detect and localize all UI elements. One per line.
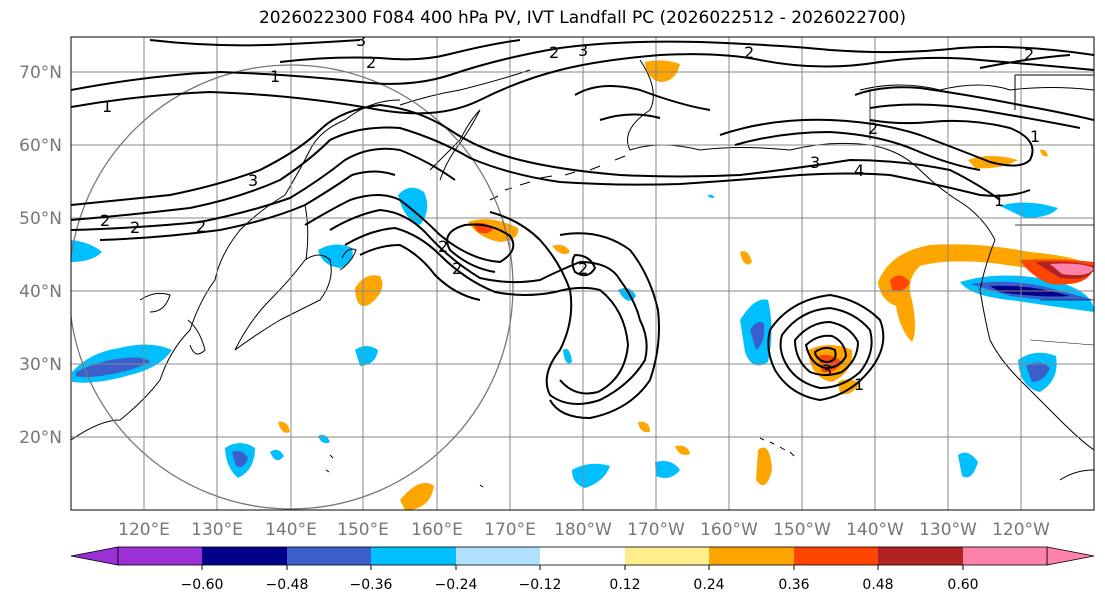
lon-label: 150°W [773, 520, 831, 540]
contour-label: 3 [822, 361, 832, 380]
contour-label: 2 [452, 259, 462, 278]
lat-label: 20°N [19, 428, 62, 448]
colorbar-tick-label: 0.60 [947, 577, 978, 593]
colorbar-segment [963, 547, 1047, 565]
contour-label: 2 [549, 43, 559, 62]
lon-label: 160°W [700, 520, 758, 540]
lon-label: 160°E [411, 520, 463, 540]
contour-label: 1 [270, 67, 280, 86]
colorbar-segment [709, 547, 794, 565]
colorbar-extend-high [1046, 546, 1095, 566]
colorbar-tick-label: 0.24 [693, 577, 724, 593]
colorbar-tick-label: 0.36 [778, 577, 809, 593]
colorbar-segment [878, 547, 963, 565]
contour-label: 3 [248, 171, 258, 190]
colorbar-tick-label: −0.60 [181, 577, 224, 593]
lon-label: 170°E [484, 520, 536, 540]
colorbar-extend-low [70, 546, 119, 566]
contour-label: 2 [130, 218, 140, 237]
lon-label: 120°E [118, 520, 170, 540]
colorbar-segment [118, 547, 202, 565]
map-frame [70, 36, 1095, 511]
contour-label: 1 [854, 375, 864, 394]
lat-label: 30°N [19, 355, 62, 375]
contour-label: 2 [578, 259, 588, 278]
map-title: 2026022300 F084 400 hPa PV, IVT Landfall… [258, 8, 906, 28]
ivt-shading [71, 60, 1094, 510]
colorbar-tick-label: 0.12 [609, 577, 640, 593]
lon-label: 140°E [265, 520, 317, 540]
lat-label: 50°N [19, 209, 62, 229]
contour-label: 2 [438, 237, 448, 256]
colorbar-segment [625, 547, 709, 565]
contour-label: 1 [102, 97, 112, 116]
contour-label: 3 [356, 31, 366, 50]
colorbar-tick-label: −0.12 [519, 577, 562, 593]
contour-label: 2 [1024, 45, 1034, 64]
lon-label: 180°W [554, 520, 612, 540]
colorbar-tick-label: 0.48 [862, 577, 893, 593]
region-circle [71, 64, 514, 510]
colorbar-tick-label: −0.48 [266, 577, 309, 593]
contour-label: 2 [868, 119, 878, 138]
contour-label: 2 [744, 43, 754, 62]
contour-labels: 1 1 2 3 2 3 2 3 2 2 2 2 2 2 3 4 2 1 1 2 … [100, 31, 1040, 394]
contour-label: 3 [578, 41, 588, 60]
contour-label: 4 [854, 161, 864, 180]
lat-label: 60°N [19, 136, 62, 156]
lat-label: 40°N [19, 282, 62, 302]
contour-label: 2 [366, 53, 376, 72]
colorbar-segment [456, 547, 540, 565]
colorbar-outline [117, 546, 1048, 566]
lon-label: 120°W [992, 520, 1050, 540]
contour-label: 2 [196, 217, 206, 236]
lon-label: 170°W [627, 520, 685, 540]
colorbar-segment [202, 547, 287, 565]
contour-label: 1 [1030, 127, 1040, 146]
lon-label: 150°E [337, 520, 389, 540]
pv-contours [71, 39, 1094, 420]
colorbar: −0.60 −0.48 −0.36 −0.24 −0.12 0.12 0.24 … [70, 546, 1095, 593]
colorbar-segment [794, 547, 878, 565]
contour-label: 2 [100, 211, 110, 230]
colorbar-segment [287, 547, 371, 565]
colorbar-segment [371, 547, 456, 565]
lon-label: 140°W [846, 520, 904, 540]
lon-label: 130°W [919, 520, 977, 540]
contour-label: 1 [994, 191, 1004, 210]
lon-label: 130°E [191, 520, 243, 540]
colorbar-tick-label: −0.24 [435, 577, 478, 593]
colorbar-segment [540, 547, 625, 565]
contour-label: 3 [810, 153, 820, 172]
lat-label: 70°N [19, 63, 62, 83]
colorbar-tick-label: −0.36 [350, 577, 393, 593]
